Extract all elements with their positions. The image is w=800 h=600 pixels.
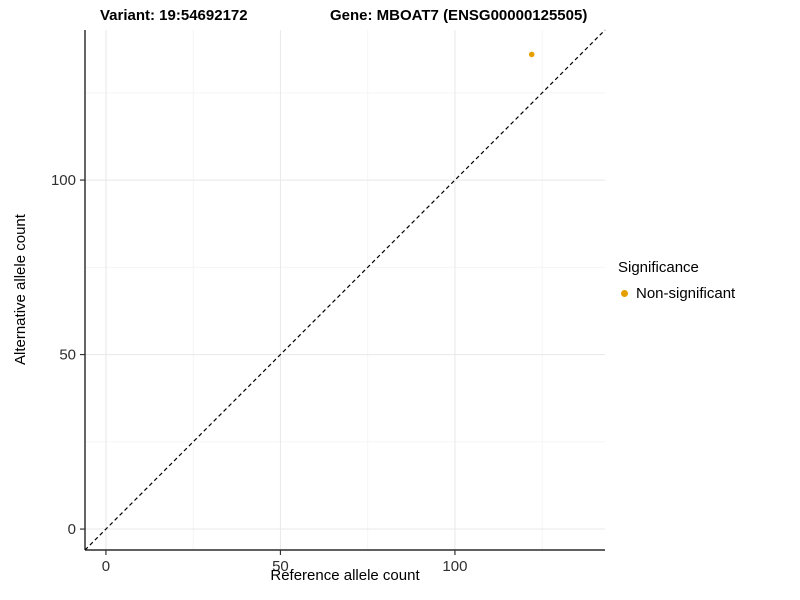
x-axis-label: Reference allele count — [270, 567, 420, 584]
y-axis-label: Alternative allele count — [12, 214, 29, 366]
legend-entry-label: Non-significant — [636, 285, 736, 302]
data-point — [528, 51, 535, 58]
y-tick-label: 0 — [68, 521, 76, 538]
identity-line — [84, 29, 606, 551]
title-gene: Gene: MBOAT7 (ENSG00000125505) — [330, 7, 588, 24]
legend-title: Significance — [618, 259, 699, 276]
y-tick-label: 50 — [59, 347, 76, 364]
legend-swatch-dot — [621, 290, 628, 297]
x-tick-label: 50 — [272, 558, 289, 575]
title-variant: Variant: 19:54692172 — [100, 7, 248, 24]
legend-entry: Non-significant — [618, 285, 735, 302]
x-tick-label: 100 — [442, 558, 467, 575]
x-tick-label: 0 — [102, 558, 110, 575]
y-tick-label: 100 — [51, 172, 76, 189]
legend: Significance Non-significant — [618, 259, 735, 302]
